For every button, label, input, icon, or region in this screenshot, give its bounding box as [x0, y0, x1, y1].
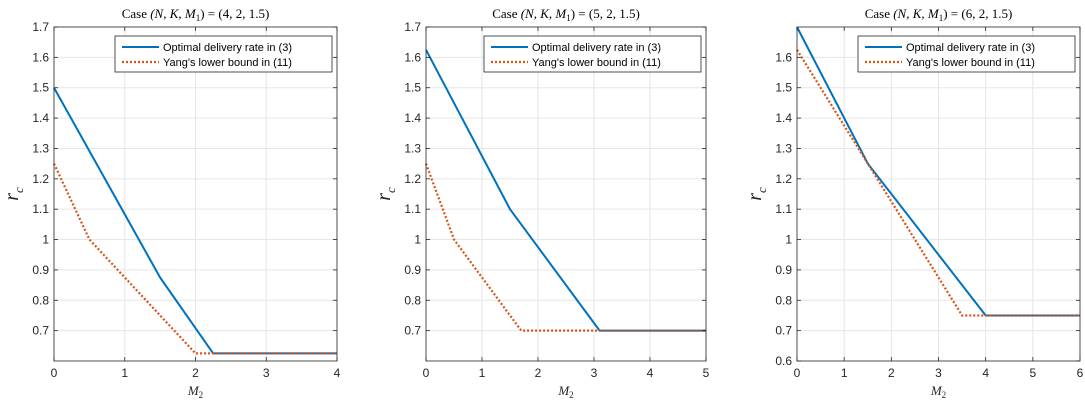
- series-line-2: [424, 163, 706, 332]
- x-tick-label: 4: [334, 366, 341, 380]
- x-tick-label: 4: [982, 366, 989, 380]
- legend-label: Optimal delivery rate in (3): [532, 42, 661, 54]
- legend-label: Optimal delivery rate in (3): [906, 42, 1035, 54]
- y-tick-label: 0.8: [775, 293, 792, 307]
- x-tick-label: 2: [535, 366, 542, 380]
- x-tick-label: 0: [794, 366, 801, 380]
- x-tick-label: 0: [51, 366, 58, 380]
- legend: Optimal delivery rate in (3) Yang's lower…: [483, 35, 702, 73]
- y-tick-label: 1.1: [775, 202, 792, 216]
- y-tick-label: 1: [785, 233, 792, 247]
- y-tick-label: 1.6: [775, 50, 792, 64]
- y-tick-label: 1.4: [32, 111, 49, 125]
- y-tick-label: 1.5: [404, 81, 421, 95]
- y-tick-label: 1.3: [32, 141, 49, 155]
- y-tick-label: 1.1: [404, 202, 421, 216]
- chart-panel-2: 0 1 2 3 4 5 0.7 0.8 0.9 1 1.1 1.2 1.3 1.4 1.5 1.6 1.7 M2 r…: [373, 6, 710, 400]
- y-axis-label: rc: [373, 187, 398, 201]
- plot-area: [426, 27, 706, 361]
- legend-label: Yang's lower bound in (11): [906, 57, 1035, 69]
- x-tick-label: 6: [1077, 366, 1084, 380]
- legend: Optimal delivery rate in (3) Yang's lower…: [114, 35, 333, 73]
- legend-label: Optimal delivery rate in (3): [163, 42, 292, 54]
- y-axis-label: rc: [744, 187, 769, 201]
- chart-title: Case (N, K, M1) = (6, 2, 1.5): [865, 6, 1013, 23]
- y-tick-label: 0.9: [775, 263, 792, 277]
- x-tick-label: 0: [423, 366, 430, 380]
- chart-title: Case (N, K, M1) = (5, 2, 1.5): [492, 6, 640, 23]
- x-tick-label: 1: [121, 366, 128, 380]
- y-tick-label: 0.8: [404, 293, 421, 307]
- y-tick-label: 1.7: [32, 20, 49, 34]
- legend-box: [483, 35, 702, 73]
- y-tick-label: 1.2: [404, 172, 421, 186]
- chart-panel-1: 0 1 2 3 4 0.7 0.8 0.9 1 1.1 1.2 1.3 1.4 1.5 1.6 1.7 M2 rc…: [1, 6, 341, 400]
- x-tick-label: 4: [647, 366, 654, 380]
- legend-box: [857, 35, 1076, 73]
- series-line-1: [796, 26, 1080, 317]
- x-tick-label: 5: [1029, 366, 1036, 380]
- y-tick-label: 0.7: [32, 324, 49, 338]
- y-tick-label: 1: [414, 233, 421, 247]
- y-tick-label: 1: [42, 233, 49, 247]
- x-tick-label: 1: [479, 366, 486, 380]
- x-axis-label: M2: [187, 383, 203, 400]
- y-tick-label: 1.2: [775, 172, 792, 186]
- y-tick-label: 1.7: [404, 20, 421, 34]
- legend-box: [114, 35, 333, 73]
- x-axis-label: M2: [557, 383, 573, 400]
- y-tick-label: 0.7: [404, 324, 421, 338]
- y-tick-label: 1.5: [775, 81, 792, 95]
- y-tick-label: 1.4: [404, 111, 421, 125]
- legend: Optimal delivery rate in (3) Yang's lower…: [857, 35, 1076, 73]
- x-tick-label: 3: [591, 366, 598, 380]
- y-tick-label: 1.2: [32, 172, 49, 186]
- x-tick-label: 2: [888, 366, 895, 380]
- chart-title: Case (N, K, M1) = (4, 2, 1.5): [122, 6, 270, 23]
- x-tick-label: 1: [841, 366, 848, 380]
- y-axis-label: rc: [1, 187, 26, 201]
- legend-label: Yang's lower bound in (11): [163, 57, 292, 69]
- chart-panel-3: 0 1 2 3 4 5 6 0.6 0.7 0.8 0.9 1 1.1 1.2 1.3 1.4 1.5 1.6 M2…: [744, 6, 1084, 400]
- y-tick-label: 1.5: [32, 81, 49, 95]
- series-line-2: [53, 163, 337, 355]
- x-tick-label: 3: [935, 366, 942, 380]
- y-tick-label: 0.9: [404, 263, 421, 277]
- y-tick-label: 1.6: [404, 50, 421, 64]
- x-tick-label: 3: [263, 366, 270, 380]
- y-tick-label: 1.1: [32, 202, 49, 216]
- y-tick-label: 0.7: [775, 324, 792, 338]
- y-tick-label: 1.4: [775, 111, 792, 125]
- axes-box: [425, 26, 707, 362]
- y-tick-label: 1.3: [775, 141, 792, 155]
- legend-label: Yang's lower bound in (11): [532, 57, 661, 69]
- x-tick-label: 5: [703, 366, 710, 380]
- y-tick-label: 1.3: [404, 141, 421, 155]
- x-axis-label: M2: [930, 383, 946, 400]
- y-tick-label: 0.6: [775, 354, 792, 368]
- x-tick-label: 2: [192, 366, 199, 380]
- series-line-1: [53, 87, 337, 355]
- y-tick-label: 0.9: [32, 263, 49, 277]
- y-tick-label: 1.6: [32, 50, 49, 64]
- y-tick-label: 0.8: [32, 293, 49, 307]
